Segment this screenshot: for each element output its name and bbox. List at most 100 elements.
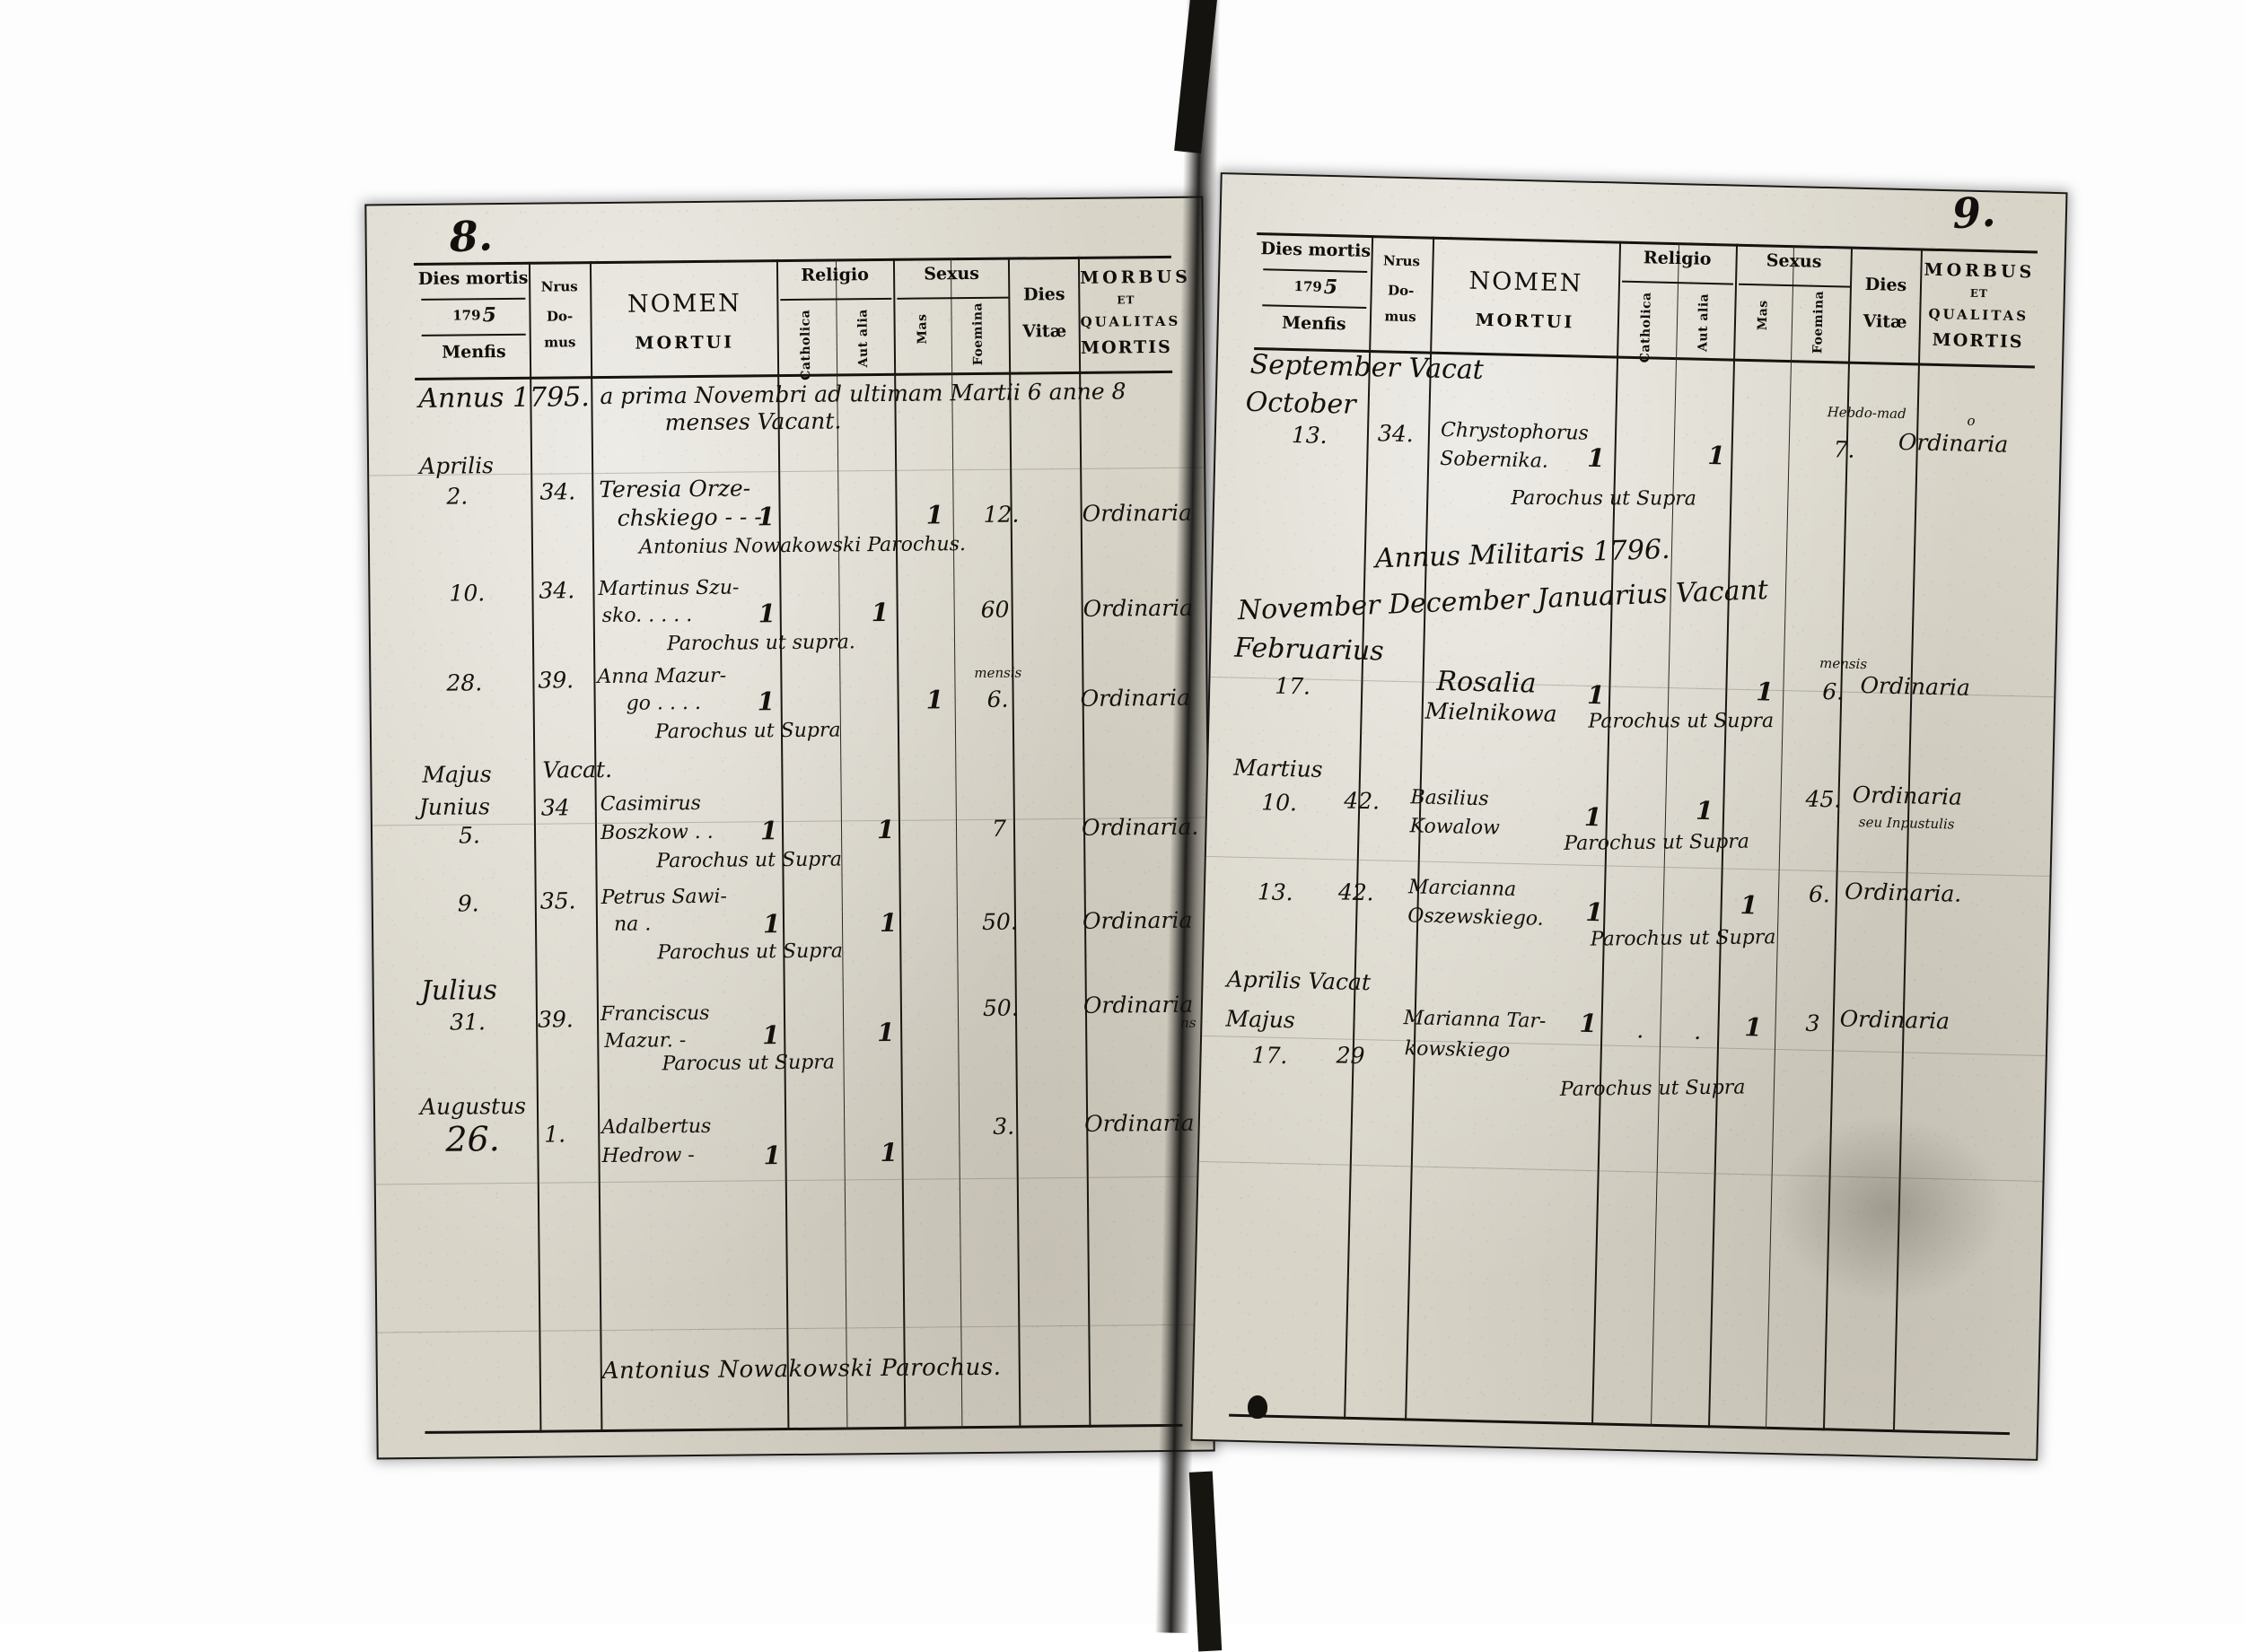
header-religio-right: Religio: [1643, 248, 1712, 269]
entry-month-4: Junius: [418, 793, 491, 820]
entry-day-1: 10.: [449, 580, 486, 607]
entry-note-5: Parochus ut Supra: [657, 940, 844, 965]
entry-dies-unit-2: mensis: [974, 664, 1022, 682]
r-entry-dies-vitae-0: 7.: [1833, 436, 1855, 463]
header-religio: Religio: [801, 265, 869, 285]
r-entry-dies-unit-1: mensis: [1819, 654, 1868, 673]
header-nrus-domus: Nrus Do- mus: [540, 278, 578, 351]
header-morbus-qualitas-mortis: MORBUS ET QUALITAS MORTIS: [1080, 267, 1191, 358]
entry-morbus-6: Ordinaria: [1083, 991, 1194, 1018]
entry-domus-1: 34.: [539, 577, 575, 604]
entry-vacat-3: Vacat.: [542, 756, 613, 783]
header-catholica-right: Catholica: [1637, 292, 1654, 363]
r-entry-dies-vitae-3: 6.: [1808, 880, 1831, 908]
entry-catholica-4: 1: [759, 816, 778, 846]
right-block-september: September Vacat: [1249, 348, 1485, 387]
r-entry-morbus-sup-0: o: [1967, 412, 1976, 429]
entry-note-2: Parochus ut Supra: [654, 719, 841, 744]
entry-foemina-2: 1: [925, 685, 944, 715]
entry-domus-6: 39.: [537, 1006, 574, 1033]
header-sexus-right: Sexus: [1766, 250, 1822, 272]
r-entry-name-l1-0: Chrystophorus: [1440, 418, 1590, 445]
entry-catholica-1: 1: [758, 599, 776, 629]
r-entry-morbus-3: Ordinaria.: [1844, 878, 1962, 907]
entry-name-l1-0: Teresia Orze-: [599, 475, 751, 503]
entry-dies-vitae-2: 6.: [986, 686, 1009, 712]
entry-name-l2-1: sko. . . . .: [601, 604, 693, 627]
entry-name-l1-7: Adalbertus: [601, 1114, 712, 1140]
header-mensis: Menfis: [442, 342, 506, 363]
entry-name-l1-2: Anna Mazur-: [597, 664, 727, 689]
r-entry-month-2: Martius: [1232, 754, 1323, 782]
r-entry-foemina-4: 1: [1744, 1012, 1763, 1043]
r-entry-morbus-0: Ordinaria: [1898, 428, 2009, 458]
col-rule-dies-nrus: [528, 261, 542, 1433]
entry-name-l2-0: chskiego - - -: [617, 503, 762, 531]
entry-day-4: 5.: [458, 822, 481, 849]
entry-note-4: Parochus ut Supra: [656, 848, 843, 873]
header-sexus: Sexus: [924, 263, 980, 284]
entry-name-l2-2: go . . . .: [626, 691, 702, 715]
entry-foemina-0: 1: [925, 500, 944, 530]
r-entry-day-4: 17.: [1251, 1042, 1288, 1070]
r-entry-mas-dot-4: .: [1694, 1018, 1702, 1045]
r-entry-name-l1-2: Basilius: [1410, 786, 1489, 811]
col-rule-dies-morbus-r: [1892, 248, 1924, 1433]
r-entry-note-2: Parochus ut Supra: [1564, 830, 1750, 855]
col-rule-religio-sexus: [892, 258, 907, 1429]
entry-domus-4: 34: [540, 794, 570, 821]
col-rule-catholica-autalia: [835, 258, 848, 1430]
entry-dies-vitae-1: 60: [980, 596, 1010, 623]
right-block-october: October: [1245, 386, 1356, 421]
r-entry-note-0: Parochus ut Supra: [1511, 486, 1696, 511]
entry-name-l2-7: Hedrow -: [601, 1144, 695, 1168]
r-entry-name-l2-3: Oszewskiego.: [1407, 905, 1544, 931]
entry-catholica-2: 1: [757, 686, 776, 717]
r-entry-name-l1-3: Marcianna: [1407, 876, 1517, 902]
aprilis-vacat-label: Aprilis Vacat: [1226, 966, 1372, 996]
entry-mas-5: 1: [879, 907, 898, 939]
r-entry-name-l1-1: Rosalia: [1436, 665, 1537, 700]
entry-dies-vitae-5: 50.: [981, 908, 1018, 935]
page-signature-left: Antonius Nowakowski Parochus.: [601, 1353, 1002, 1385]
header-dies-mortis-right: Dies mortis: [1260, 239, 1372, 262]
entry-morbus-4: Ordinaria.: [1081, 813, 1199, 841]
header-nomen-mortui-right: NOMEN MORTUI: [1468, 267, 1583, 333]
r-entry-morbus-1: Ordinaria: [1860, 672, 1971, 701]
r-entry-catholica-0: 1: [1587, 442, 1606, 474]
entry-mas-7: 1: [880, 1137, 898, 1168]
header-foemina-right: Foemina: [1810, 290, 1827, 354]
col-rule-sexus-dies: [1007, 257, 1021, 1429]
r-entry-autalia-4: .: [1636, 1017, 1644, 1044]
r-entry-name-l2-2: Kowalow: [1409, 815, 1501, 840]
folio-number-right: 9.: [1950, 187, 1997, 239]
header-dies-vitae-right: Dies Vitæ: [1863, 275, 1907, 333]
entry-day-0: 2.: [446, 483, 469, 510]
annus-note-line1: a prima Novembri ad ultimam Martii 6 ann…: [600, 378, 1126, 410]
entry-name-l1-1: Martinus Szu-: [598, 576, 740, 601]
entry-catholica-7: 1: [763, 1141, 782, 1171]
entry-day-6: 31.: [449, 1009, 486, 1036]
entry-morbus-2: Ordinaria: [1080, 684, 1191, 712]
col-rule-dies-morbus: [1077, 256, 1091, 1428]
entry-morbus-7: Ordinaria: [1084, 1109, 1195, 1137]
header-year-right: 1795: [1293, 275, 1338, 300]
header-catholica: Catholica: [798, 309, 814, 380]
r-entry-day-3: 13.: [1257, 878, 1294, 906]
r-entry-morbus-2: Ordinaria: [1852, 781, 1963, 810]
entry-morbus-1: Ordinaria: [1083, 594, 1194, 622]
entry-day-7: 26.: [445, 1119, 500, 1159]
left-page-leaf: 8. Dies mortis 1795: [366, 197, 1214, 1458]
entry-domus-0: 34.: [539, 478, 576, 505]
r-entry-mas-0: 1: [1707, 440, 1726, 471]
col-rule-nrus-nomen: [589, 261, 603, 1433]
spine-clip-bottom: [1188, 1471, 1223, 1652]
r-entry-catholica-3: 1: [1585, 896, 1604, 928]
spine-clip-top: [1174, 0, 1219, 154]
r-entry-day-0: 13.: [1291, 422, 1328, 449]
r-entry-catholica-2: 1: [1583, 801, 1602, 833]
r-entry-foemina-3: 1: [1740, 889, 1758, 921]
r-entry-morbus-4: Ordinaria: [1839, 1005, 1950, 1035]
entry-note-1: Parochus ut supra.: [666, 631, 855, 656]
r-entry-name-l2-1: Mielnikowa: [1424, 697, 1558, 728]
